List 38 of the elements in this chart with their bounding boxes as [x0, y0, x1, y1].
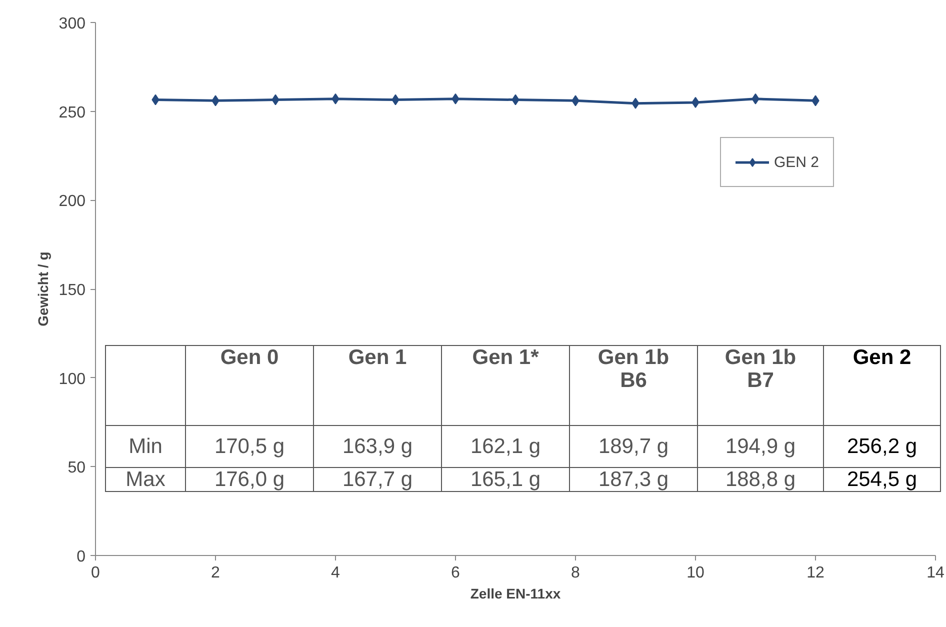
y-tick-label: 300 [58, 16, 86, 32]
y-tick-label: 200 [58, 193, 86, 210]
x-tick-label: 4 [331, 564, 340, 582]
y-axis-title: Gewicht / g [34, 252, 51, 326]
annotation: 162,1 g [442, 426, 570, 468]
annotation: Gen 1 [314, 346, 442, 426]
y-tick-label: 50 [68, 460, 86, 477]
annotation: Gen 0 [186, 346, 314, 426]
annotation: 188,8 g [698, 468, 824, 492]
x-tick-label: 6 [451, 564, 460, 582]
annotation: 167,7 g [314, 468, 442, 492]
annotation: Max [106, 468, 186, 492]
annotation: 165,1 g [442, 468, 570, 492]
annotation: 256,2 g [824, 426, 940, 468]
annotation: Gen 1b B7 [698, 346, 824, 426]
annotation: 163,9 g [314, 426, 442, 468]
x-tick-label: 10 [686, 564, 704, 582]
annotation: 189,7 g [570, 426, 698, 468]
annotation: 194,9 g [698, 426, 824, 468]
y-tick-label: 250 [58, 104, 86, 122]
annotation: 254,5 g [824, 468, 940, 492]
y-tick-label: 100 [58, 370, 86, 388]
annotation: 170,5 g [186, 426, 314, 468]
annotation: Gen 2 [824, 346, 940, 426]
x-tick-label: 14 [926, 564, 944, 582]
annotation: 176,0 g [186, 468, 314, 492]
x-tick-label: 0 [91, 564, 100, 582]
annotation: Min [106, 426, 186, 468]
x-tick-label: 12 [806, 564, 824, 582]
legend-label: GEN 2 [774, 154, 820, 170]
annotation: Gen 1* [442, 346, 570, 426]
y-tick-label: 0 [76, 548, 86, 566]
x-tick-label: 8 [571, 564, 580, 582]
x-axis-title: Zelle EN-11xx [470, 586, 561, 602]
annotation: 187,3 g [570, 468, 698, 492]
y-tick-label: 150 [58, 282, 86, 299]
x-tick-label: 2 [211, 564, 220, 582]
annotation: Gen 1b B6 [570, 346, 698, 426]
